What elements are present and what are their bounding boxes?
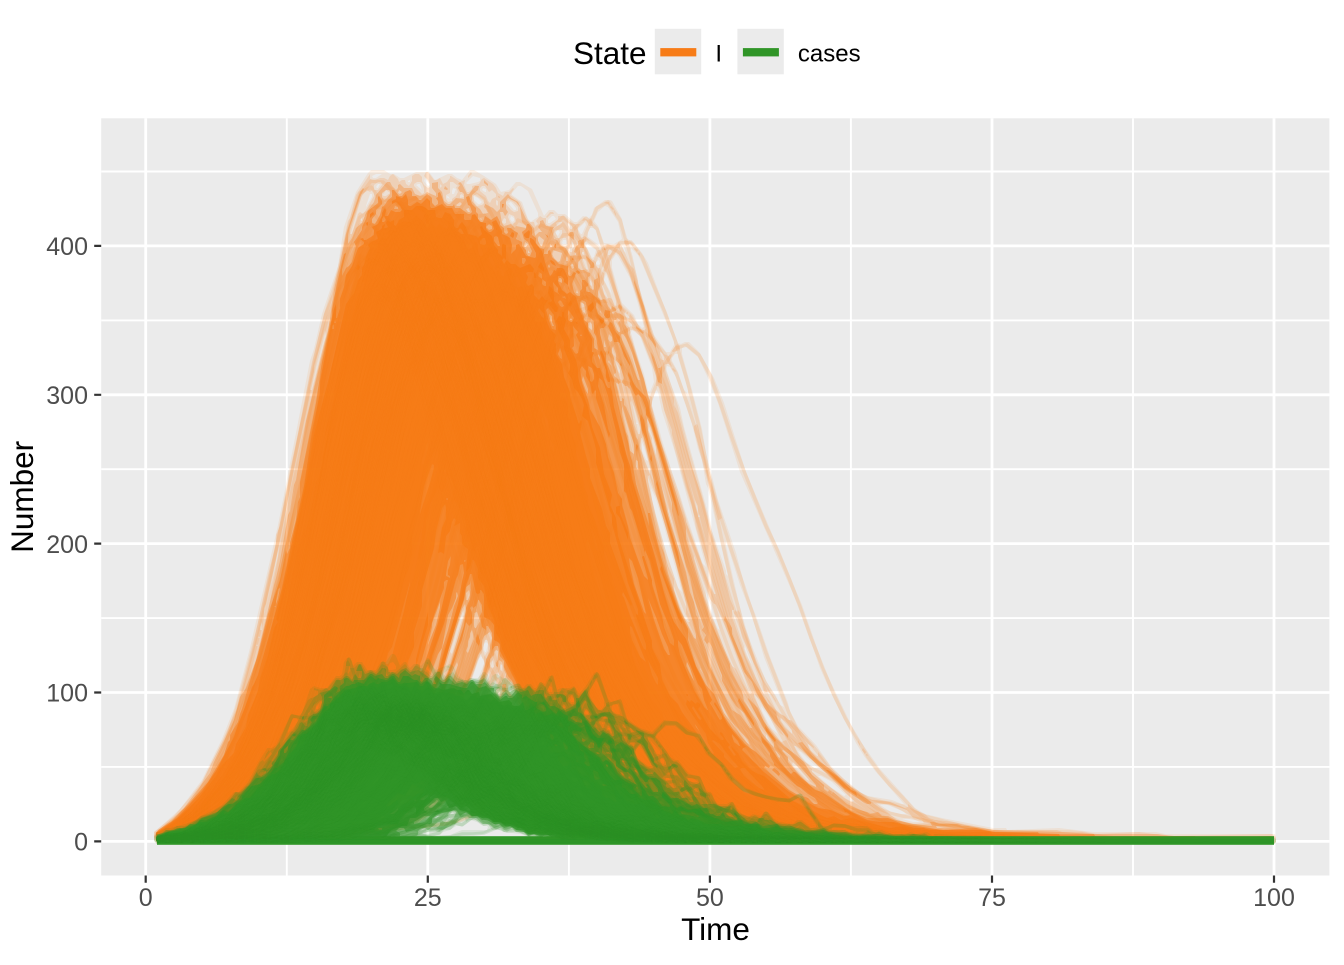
svg-text:100: 100	[1253, 884, 1295, 912]
svg-text:0: 0	[139, 884, 153, 912]
svg-text:State: State	[573, 35, 647, 71]
svg-text:300: 300	[46, 382, 88, 410]
svg-text:100: 100	[46, 680, 88, 708]
svg-text:cases: cases	[798, 40, 861, 67]
svg-text:Number: Number	[4, 441, 40, 553]
svg-text:I: I	[715, 40, 722, 67]
svg-text:75: 75	[978, 884, 1006, 912]
svg-text:25: 25	[414, 884, 442, 912]
svg-text:400: 400	[46, 233, 88, 261]
svg-text:Time: Time	[681, 911, 750, 947]
svg-text:0: 0	[74, 829, 88, 857]
svg-text:200: 200	[46, 531, 88, 559]
svg-text:50: 50	[696, 884, 724, 912]
